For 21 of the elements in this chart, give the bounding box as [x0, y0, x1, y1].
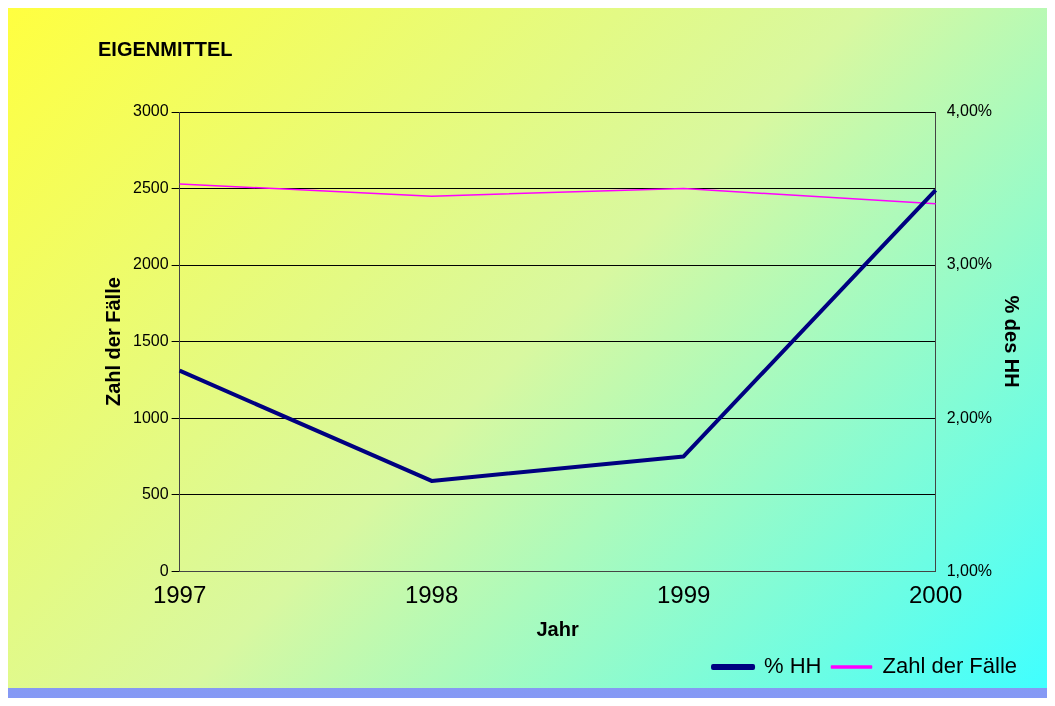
x-tick-label: 2000 [908, 581, 963, 609]
y-tick-label: 500 [141, 485, 169, 503]
x-axis-title: Jahr [536, 617, 579, 640]
legend-label: Zahl der Fälle [882, 653, 1018, 679]
chart-title: EIGENMITTEL [98, 37, 233, 60]
y-tick-label: 1500 [133, 332, 169, 350]
y2-tick-label: 1,00% [946, 561, 993, 579]
y-tick-label: 3000 [133, 102, 169, 120]
x-tick-label: 1998 [404, 581, 459, 609]
y-tick-label: 2000 [133, 255, 169, 273]
y-tick-label: 1000 [133, 408, 169, 426]
legend-label: % HH [764, 653, 822, 679]
y2-tick-label: 4,00% [946, 102, 993, 120]
x-tick-label: 1997 [152, 581, 207, 609]
y2-axis-title: % des HH [1001, 295, 1024, 388]
y2-tick-label: 3,00% [946, 255, 993, 273]
y-axis-title: Zahl der Fälle [101, 277, 124, 407]
x-tick-label: 1999 [656, 581, 711, 609]
y-tick-label: 2500 [133, 178, 169, 196]
y-tick-label: 0 [159, 561, 169, 579]
y2-tick-label: 2,00% [946, 408, 993, 426]
